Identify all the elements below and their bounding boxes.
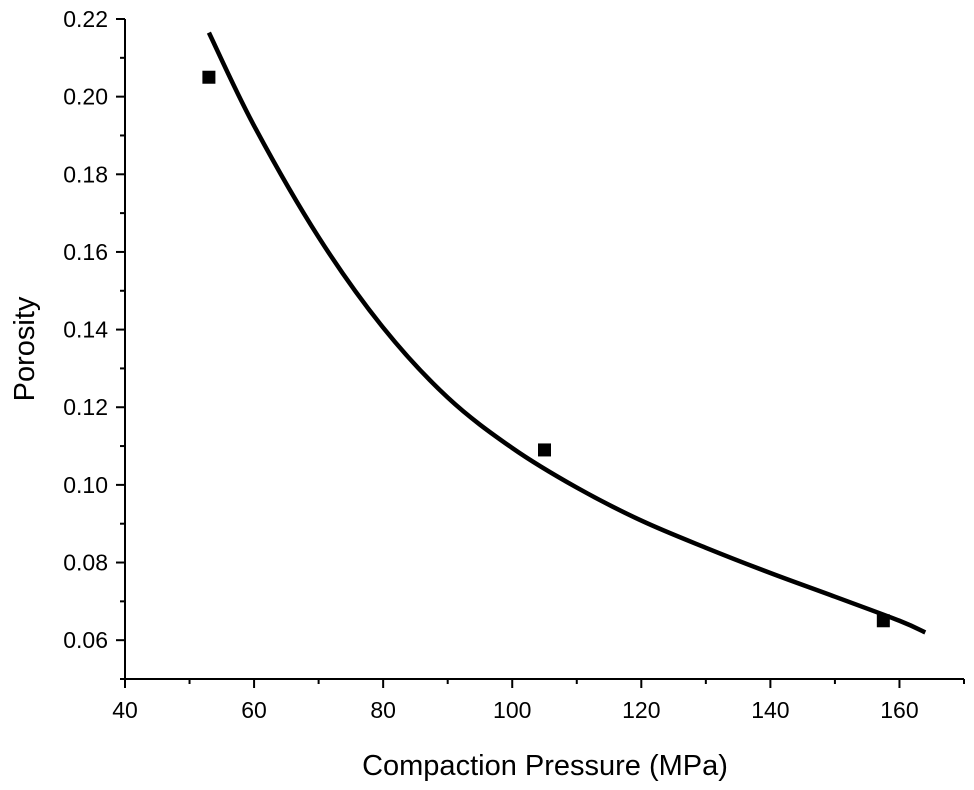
x-tick-label: 60 — [241, 697, 267, 723]
x-tick-label: 120 — [622, 697, 660, 723]
x-tick-label: 80 — [370, 697, 396, 723]
data-point-marker — [202, 70, 216, 84]
fit-curve-layer — [206, 31, 927, 635]
y-axis-ticks: 0.06 0.08 0.10 0.12 0.14 0.16 0.18 0.20 0.22 — [63, 6, 125, 680]
y-tick-label: 0.06 — [63, 627, 108, 653]
y-axis-title: Porosity — [9, 296, 41, 401]
y-tick-label: 0.22 — [63, 6, 108, 32]
data-point-marker — [538, 443, 551, 457]
y-tick-label: 0.08 — [63, 550, 108, 576]
data-points-layer — [202, 70, 890, 628]
fit-curve-line — [206, 31, 927, 635]
y-tick-label: 0.12 — [63, 394, 108, 420]
x-axis-ticks: 40 60 80 100 120 140 160 — [112, 679, 965, 723]
plot-frame — [124, 19, 964, 680]
y-tick-label: 0.16 — [63, 239, 108, 265]
y-tick-label: 0.14 — [63, 317, 108, 343]
y-tick-label: 0.10 — [63, 472, 108, 498]
y-tick-label: 0.18 — [63, 161, 108, 187]
x-tick-label: 160 — [880, 697, 918, 723]
x-tick-label: 140 — [751, 697, 789, 723]
x-tick-label: 40 — [112, 697, 138, 723]
x-axis-title: Compaction Pressure (MPa) — [362, 750, 728, 782]
x-tick-label: 100 — [493, 697, 531, 723]
data-point-marker — [876, 614, 890, 628]
y-tick-label: 0.20 — [63, 84, 108, 110]
